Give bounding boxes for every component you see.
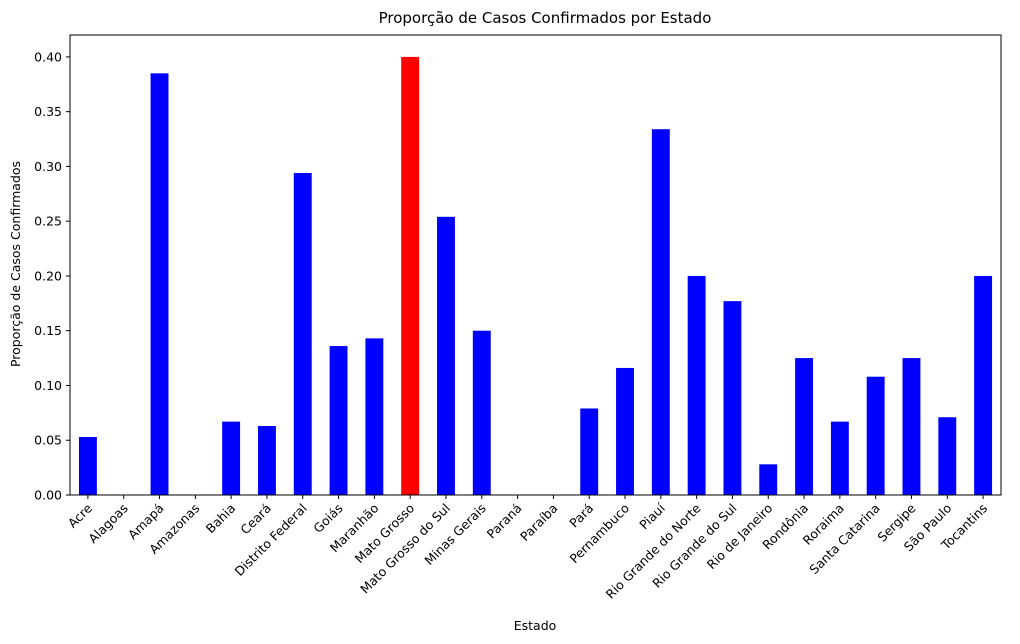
x-tick-label: Pará	[566, 501, 596, 531]
x-tick-label: Alagoas	[85, 501, 131, 547]
y-tick-label: 0.10	[34, 378, 62, 393]
bar	[723, 301, 742, 495]
bar	[616, 367, 634, 495]
bars-group	[78, 56, 993, 496]
bar	[365, 338, 384, 495]
x-axis-label: Estado	[514, 618, 557, 633]
y-tick-label: 0.05	[34, 433, 62, 448]
x-tick-label: Bahia	[203, 501, 239, 537]
bar	[651, 129, 670, 495]
bar	[974, 275, 993, 495]
bar	[759, 464, 778, 495]
plot-frame	[69, 34, 1002, 496]
y-tick-label: 0.15	[34, 323, 62, 338]
bar	[866, 376, 885, 495]
bar	[687, 275, 706, 495]
y-tick-label: 0.40	[34, 49, 62, 64]
bar	[222, 421, 241, 495]
bar	[257, 426, 276, 495]
bar	[472, 330, 491, 495]
y-tick-label: 0.20	[34, 268, 62, 283]
y-tick-label: 0.35	[34, 104, 62, 119]
bar	[293, 173, 312, 495]
bar	[437, 216, 455, 496]
y-tick-label: 0.30	[34, 159, 62, 174]
y-axis: 0.00 0.05 0.10 0.15 0.20 0.25 0.30 0.35 0.40	[34, 49, 70, 503]
bar	[830, 421, 849, 495]
x-tick-label: Acre	[65, 500, 95, 530]
x-tick-label: Piauí	[636, 500, 668, 532]
y-tick-label: 0.25	[34, 214, 62, 229]
y-tick-label: 0.00	[34, 488, 62, 503]
y-axis-label: Proporção de Casos Confirmados	[8, 161, 23, 367]
bar	[150, 73, 169, 495]
x-tick-label: Paraíba	[517, 501, 560, 544]
bar	[401, 56, 420, 496]
chart-title: Proporção de Casos Confirmados por Estad…	[379, 9, 712, 27]
bar	[902, 358, 921, 495]
bar	[78, 436, 97, 495]
bar	[795, 358, 814, 495]
bar	[938, 417, 957, 495]
bar	[329, 346, 348, 495]
bar	[580, 408, 599, 495]
